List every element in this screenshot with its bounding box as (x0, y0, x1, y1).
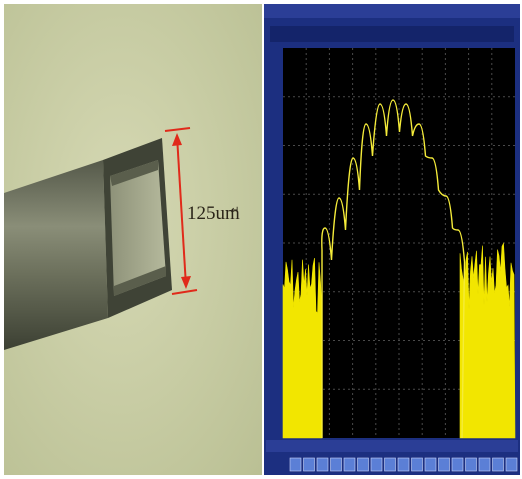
paragraph-mark: ↵ (231, 205, 239, 216)
toolbar-button[interactable] (317, 458, 328, 471)
axis-bar (266, 440, 518, 452)
toolbar-button[interactable] (425, 458, 436, 471)
toolbar-button[interactable] (466, 458, 477, 471)
toolbar-button[interactable] (344, 458, 355, 471)
toolbar-button[interactable] (371, 458, 382, 471)
toolbar-button[interactable] (439, 458, 450, 471)
toolbar-button[interactable] (479, 458, 490, 471)
toolbar-button[interactable] (506, 458, 517, 471)
toolbar-button[interactable] (290, 458, 301, 471)
toolbar-button[interactable] (493, 458, 504, 471)
toolbar-button[interactable] (452, 458, 463, 471)
status-bar (264, 4, 520, 18)
analyzer-screen (264, 4, 520, 475)
toolbar-button[interactable] (412, 458, 423, 471)
fiber-photo: 125um ↵ (4, 4, 262, 475)
toolbar-button[interactable] (331, 458, 342, 471)
figure: 125um ↵ (0, 0, 522, 479)
fiber-body (4, 160, 108, 350)
toolbar-button[interactable] (304, 458, 315, 471)
toolbar-button[interactable] (358, 458, 369, 471)
toolbar-button[interactable] (398, 458, 409, 471)
settings-bar (270, 26, 514, 42)
button-row (290, 458, 517, 471)
toolbar-button[interactable] (385, 458, 396, 471)
